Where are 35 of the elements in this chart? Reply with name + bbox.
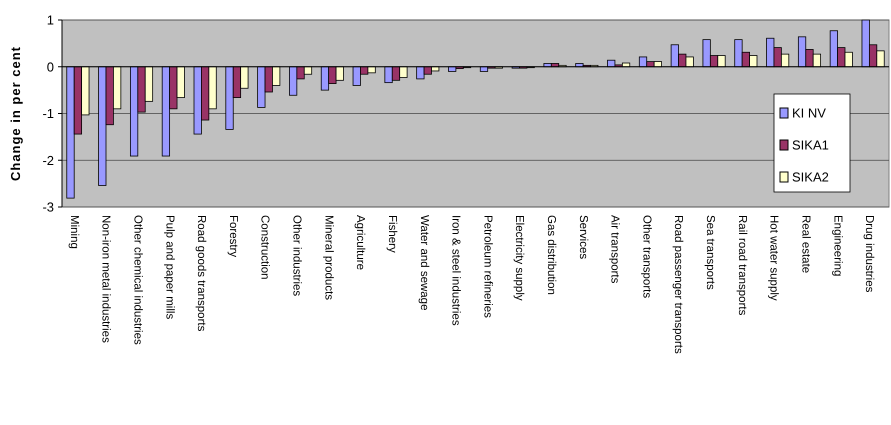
y-tick-label: 0	[46, 59, 54, 74]
y-tick-label: -3	[42, 200, 54, 215]
x-tick-label: Sea transports	[704, 215, 716, 290]
x-tick-label: Water and sewage	[418, 215, 430, 310]
x-tick-label: Engineering	[831, 215, 844, 276]
x-tick-label: Other transports	[640, 215, 652, 298]
x-tick-label: Gas distribution	[544, 215, 557, 295]
x-tick-label: Air transports	[608, 215, 621, 284]
x-tick-label: Services	[576, 215, 589, 260]
x-tick-label: Road goods transports	[195, 215, 208, 332]
x-tick-label: Real estate	[799, 215, 812, 274]
y-axis-title: Change in per cent	[8, 46, 23, 182]
legend-label: KI NV	[792, 106, 826, 121]
x-tick-label: Drug industries	[863, 215, 876, 293]
x-tick-label: Mining	[68, 215, 80, 249]
x-tick-label: Iron & steel industries	[450, 215, 462, 326]
x-tick-label: Rail road transports	[736, 215, 748, 316]
y-tick-label: -2	[42, 152, 54, 168]
x-tick-label: Petroleum refineries	[481, 215, 494, 318]
y-tick-label: -1	[42, 106, 54, 122]
x-tick-label: Non-iron metal industries	[100, 215, 112, 344]
x-tick-label: Other industries	[290, 215, 303, 296]
x-tick-label: Agriculture	[354, 215, 366, 270]
x-tick-label: Mineral products	[322, 215, 334, 300]
legend-label: SIKA1	[792, 138, 829, 153]
x-tick-label: Fishery	[386, 215, 398, 253]
x-tick-label: Forestry	[226, 215, 239, 258]
x-tick-label: Hot water supply	[768, 215, 780, 301]
x-tick-label: Road passenger transports	[672, 215, 684, 354]
legend-label: SIKA2	[792, 170, 829, 185]
x-tick-label: Construction	[258, 215, 271, 280]
x-tick-label: Other chemical industries	[131, 215, 144, 345]
y-tick-label: 1	[46, 12, 54, 28]
x-tick-label: Pulp and paper mills	[163, 215, 176, 320]
x-tick-label: Electricity supply	[513, 215, 526, 301]
